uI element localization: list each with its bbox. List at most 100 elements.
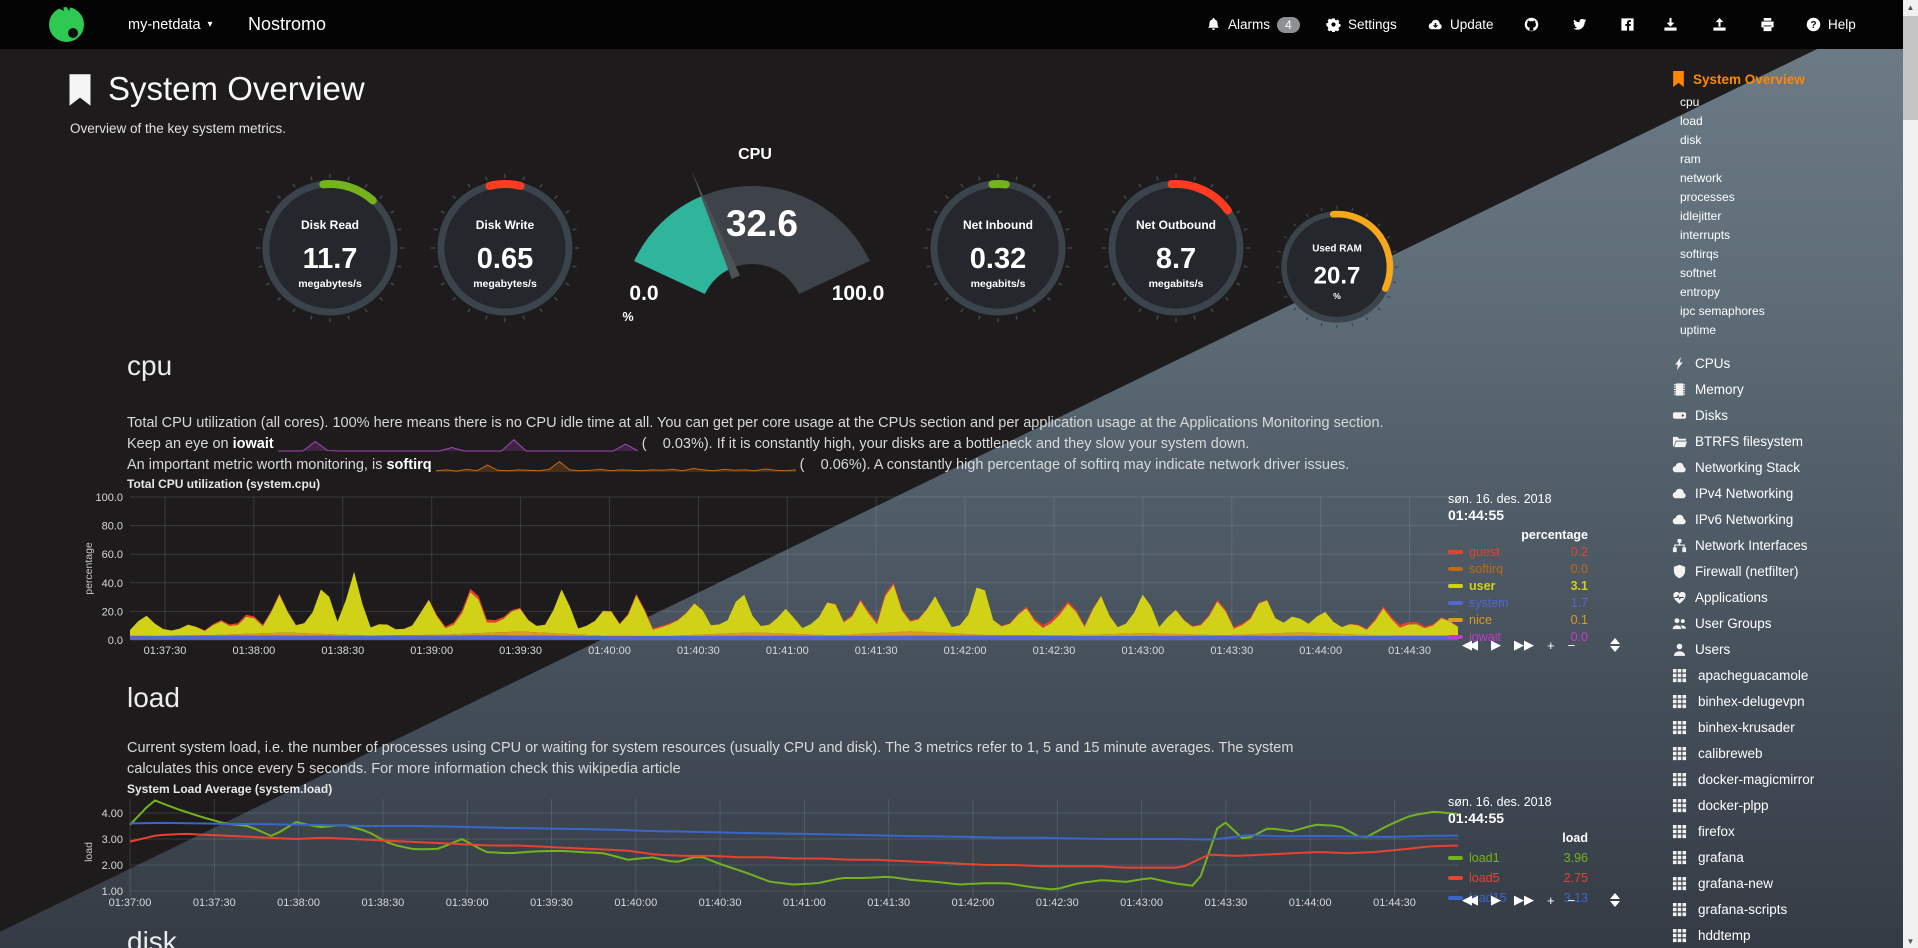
settings-button[interactable]: Settings <box>1326 0 1397 49</box>
github-link[interactable] <box>1524 0 1539 49</box>
gauge-net-inbound[interactable]: Net Inbound 0.32 megabits/s <box>923 173 1073 323</box>
page-scrollbar[interactable]: ▲ ▼ <box>1903 0 1918 948</box>
sidebar-item-calibreweb[interactable]: calibreweb <box>1663 740 1903 766</box>
sidebar-item-ipv6-networking[interactable]: IPv6 Networking <box>1663 506 1903 532</box>
legend-row-user[interactable]: user 3.1 <box>1448 579 1588 593</box>
gauge-disk-write[interactable]: Disk Write 0.65 megabytes/s <box>430 173 580 323</box>
legend-dimension-value: 3.1 <box>1570 579 1588 593</box>
play-button[interactable]: ▶ <box>1491 892 1501 907</box>
sidebar-item-firewall-netfilter-[interactable]: Firewall (netfilter) <box>1663 558 1903 584</box>
sidebar-subitem-uptime[interactable]: uptime <box>1680 323 1717 337</box>
sidebar-item-docker-plpp[interactable]: docker-plpp <box>1663 792 1903 818</box>
grid-icon <box>1671 720 1688 735</box>
legend-row-system[interactable]: system 1.7 <box>1448 596 1588 610</box>
gauge-disk-read[interactable]: Disk Read 11.7 megabytes/s <box>255 173 405 323</box>
print-button[interactable] <box>1760 0 1775 49</box>
host-dropdown[interactable]: my-netdata ▾ <box>128 0 213 49</box>
sidebar-item-ipv4-networking[interactable]: IPv4 Networking <box>1663 480 1903 506</box>
sidebar-subitem-ram[interactable]: ram <box>1680 152 1701 166</box>
export-button[interactable] <box>1663 0 1678 49</box>
help-button[interactable]: ? Help <box>1806 0 1856 49</box>
legend-dimension-name: iowait <box>1469 630 1501 644</box>
sidebar-item-applications[interactable]: Applications <box>1663 584 1903 610</box>
twitter-link[interactable] <box>1572 0 1587 49</box>
sidebar-subitem-ipc-semaphores[interactable]: ipc semaphores <box>1680 304 1765 318</box>
sidebar-item-network-interfaces[interactable]: Network Interfaces <box>1663 532 1903 558</box>
fast-forward-button[interactable]: ▶▶ <box>1514 637 1534 652</box>
play-button[interactable]: ▶ <box>1491 637 1501 652</box>
sidebar-subitem-cpu[interactable]: cpu <box>1680 95 1700 109</box>
sidebar-item-memory[interactable]: Memory <box>1663 376 1903 402</box>
svg-text:01:40:00: 01:40:00 <box>588 645 631 657</box>
cpu-legend-time: 01:44:55 <box>1448 507 1505 523</box>
sidebar-subitem-disk[interactable]: disk <box>1680 133 1702 147</box>
sidebar-item-user-groups[interactable]: User Groups <box>1663 610 1903 636</box>
zoom-out-button[interactable]: − <box>1567 892 1576 908</box>
sidebar-item-label: IPv4 Networking <box>1695 485 1794 501</box>
sidebar-subitem-entropy[interactable]: entropy <box>1680 285 1721 299</box>
sidebar-item-cpus[interactable]: CPUs <box>1663 350 1903 376</box>
svg-text:20.7: 20.7 <box>1314 263 1361 290</box>
zoom-in-button[interactable]: + <box>1547 892 1555 908</box>
sidebar-item-grafana-scripts[interactable]: grafana-scripts <box>1663 896 1903 922</box>
legend-row-iowait[interactable]: iowait 0.0 <box>1448 630 1588 644</box>
sidebar-item-hddtemp[interactable]: hddtemp <box>1663 922 1903 948</box>
fast-forward-button[interactable]: ▶▶ <box>1514 892 1534 907</box>
sidebar-subitem-network[interactable]: network <box>1680 171 1723 185</box>
update-button[interactable]: Update <box>1428 0 1494 49</box>
legend-row-guest[interactable]: guest 0.2 <box>1448 545 1588 559</box>
sidebar-item-firefox[interactable]: firefox <box>1663 818 1903 844</box>
scroll-down-arrow[interactable]: ▼ <box>1906 936 1915 946</box>
sidebar-item-system-overview[interactable]: System Overview <box>1663 71 1903 87</box>
disk-icon <box>1671 408 1688 423</box>
zoom-out-button[interactable]: − <box>1567 637 1576 653</box>
sidebar-item-binhex-krusader[interactable]: binhex-krusader <box>1663 714 1903 740</box>
sidebar-item-apacheguacamole[interactable]: apacheguacamole <box>1663 662 1903 688</box>
import-button[interactable] <box>1712 0 1727 49</box>
sidebar-item-binhex-delugevpn[interactable]: binhex-delugevpn <box>1663 688 1903 714</box>
sidebar-subitem-idlejitter[interactable]: idlejitter <box>1680 209 1722 223</box>
cpu-chart-canvas[interactable]: 100.0 80.0 60.0 40.0 20.0 0.0 01:37:30 01:38:00… <box>78 490 1470 662</box>
load-chart[interactable]: 4.00 3.00 2.00 1.00 01:37:00 01:37:30 01:38:00… <box>78 793 1470 913</box>
sidebar-item-disks[interactable]: Disks <box>1663 402 1903 428</box>
sidebar-item-btrfs-filesystem[interactable]: BTRFS filesystem <box>1663 428 1903 454</box>
user-icon <box>1671 642 1688 657</box>
scrollbar-thumb[interactable] <box>1903 16 1918 120</box>
alarms-button[interactable]: Alarms 4 <box>1206 0 1300 49</box>
svg-text:0.0: 0.0 <box>108 635 123 647</box>
legend-row-nice[interactable]: nice 0.1 <box>1448 613 1588 627</box>
rewind-button[interactable]: ◀◀ <box>1462 637 1478 652</box>
legend-row-load15[interactable]: load15 3.13 <box>1448 891 1588 905</box>
sidebar-item-label: CPUs <box>1695 355 1731 371</box>
cpu-chart[interactable]: 100.0 80.0 60.0 40.0 20.0 0.0 01:37:30 01:38:00… <box>78 490 1470 662</box>
sidebar-subitem-load[interactable]: load <box>1680 114 1703 128</box>
legend-dimension-name: load1 <box>1469 851 1500 865</box>
scroll-up-arrow[interactable]: ▲ <box>1906 2 1915 12</box>
sidebar-item-docker-magicmirror[interactable]: docker-magicmirror <box>1663 766 1903 792</box>
facebook-link[interactable] <box>1620 0 1635 49</box>
sidebar-subitem-softnet[interactable]: softnet <box>1680 266 1717 280</box>
sidebar-item-users[interactable]: Users <box>1663 636 1903 662</box>
rewind-button[interactable]: ◀◀ <box>1462 892 1478 907</box>
legend-row-softirq[interactable]: softirq 0.0 <box>1448 562 1588 576</box>
legend-row-load5[interactable]: load5 2.75 <box>1448 871 1588 885</box>
resize-handle-icon[interactable] <box>1610 638 1621 652</box>
cpu-gauge[interactable]: 32.6 <box>612 166 892 316</box>
netdata-logo[interactable] <box>46 4 87 45</box>
sidebar-item-grafana[interactable]: grafana <box>1663 844 1903 870</box>
grid-icon <box>1671 798 1688 813</box>
legend-row-load1[interactable]: load1 3.96 <box>1448 851 1588 865</box>
sidebar-subitem-processes[interactable]: processes <box>1680 190 1735 204</box>
sidebar-item-label: BTRFS filesystem <box>1695 433 1804 449</box>
zoom-in-button[interactable]: + <box>1547 637 1555 653</box>
sidebar-item-label: Firewall (netfilter) <box>1695 563 1799 579</box>
gauge-used-ram[interactable]: Used RAM 20.7% <box>1275 205 1399 329</box>
sidebar-item-grafana-new[interactable]: grafana-new <box>1663 870 1903 896</box>
resize-handle-icon[interactable] <box>1610 893 1621 907</box>
sidebar-subitem-softirqs[interactable]: softirqs <box>1680 247 1719 261</box>
sidebar-subitem-interrupts[interactable]: interrupts <box>1680 228 1731 242</box>
sidebar-item-networking-stack[interactable]: Networking Stack <box>1663 454 1903 480</box>
folder-icon <box>1671 434 1688 449</box>
gauge-net-outbound[interactable]: Net Outbound 8.7 megabits/s <box>1101 173 1251 323</box>
